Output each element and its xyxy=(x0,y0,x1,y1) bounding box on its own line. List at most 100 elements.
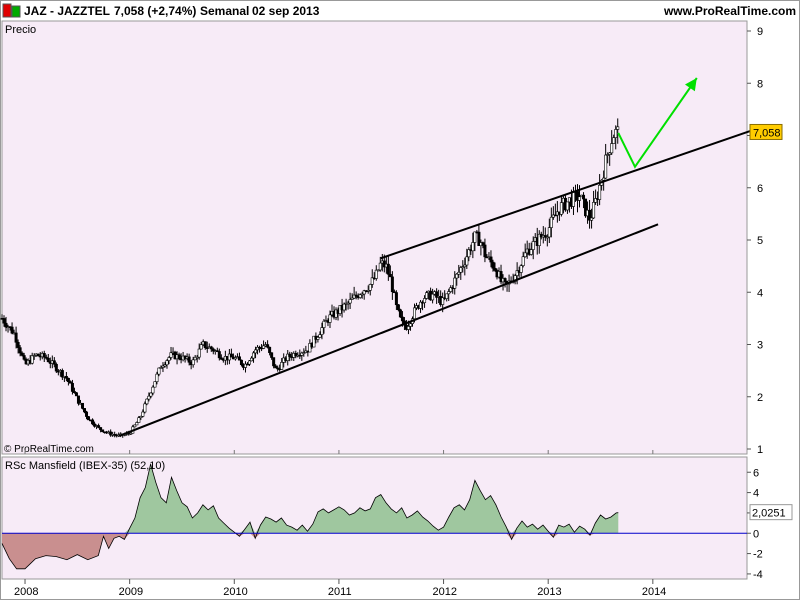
candle-body xyxy=(435,291,439,298)
projection-arrowhead xyxy=(684,78,697,92)
header-bar: JAZ - JAZZTEL 7,058 (+2,74%) Semanal 02 … xyxy=(2,3,796,18)
candle-body xyxy=(463,264,467,268)
candle-body xyxy=(205,347,209,349)
rs-negative-fill xyxy=(2,533,619,569)
candle-body xyxy=(193,356,197,361)
candle-body xyxy=(294,353,298,357)
candle-body xyxy=(195,356,199,359)
candle-body xyxy=(588,209,592,221)
candle-body xyxy=(491,261,495,269)
candle-body xyxy=(523,252,527,258)
candle-body xyxy=(493,267,497,271)
candle-body xyxy=(362,290,366,295)
candle-body xyxy=(101,429,105,433)
candle-body xyxy=(408,323,412,327)
candle-body xyxy=(219,357,223,360)
candle-body xyxy=(608,152,612,155)
candle-body xyxy=(157,367,161,375)
price-y-tick-label: 9 xyxy=(757,26,763,38)
x-axis: 2008 2009 2010 2011 2012 2013 2014 xyxy=(14,450,666,598)
candle-body xyxy=(288,353,292,357)
candle-body xyxy=(161,365,165,368)
x-tick-label: 2014 xyxy=(642,586,666,598)
candle-body xyxy=(18,347,22,354)
rs-y-tick-label: 4 xyxy=(753,488,759,500)
candle-body xyxy=(30,355,34,364)
candle-body xyxy=(64,376,68,379)
candle-body xyxy=(571,191,575,207)
x-tick-label: 2009 xyxy=(119,586,143,598)
candle-body xyxy=(598,184,602,200)
candle-body xyxy=(515,270,519,276)
candle-body xyxy=(248,360,252,365)
last-rs-box xyxy=(749,504,793,521)
candle-body xyxy=(378,262,382,271)
candle-body xyxy=(449,287,453,292)
candle-body xyxy=(328,314,332,323)
candle-body xyxy=(425,292,429,299)
candle-body xyxy=(54,363,58,372)
symbol-title: JAZ - JAZZTEL xyxy=(24,4,110,18)
candle-body xyxy=(74,392,78,397)
candle-body xyxy=(453,277,457,289)
symbol-green-icon xyxy=(11,5,21,18)
candle-body xyxy=(70,382,74,392)
candle-body xyxy=(83,408,87,413)
candle-body xyxy=(455,273,459,279)
candle-body xyxy=(445,293,449,299)
candle-body xyxy=(316,337,320,340)
site-link[interactable]: www.ProRealTime.com xyxy=(663,4,796,18)
candle-body xyxy=(578,196,582,201)
candle-body xyxy=(565,201,569,211)
candle-body xyxy=(262,345,266,349)
candle-body xyxy=(46,357,50,363)
candle-body xyxy=(602,177,606,181)
candle-body xyxy=(36,353,40,357)
candle-body xyxy=(431,293,435,301)
candle-body xyxy=(109,431,113,436)
candle-body xyxy=(483,244,487,258)
candle-body xyxy=(169,352,173,358)
candle-body xyxy=(233,357,237,360)
candle-body xyxy=(549,216,553,228)
candle-body xyxy=(266,344,270,348)
candle-body xyxy=(14,332,18,343)
candle-body xyxy=(519,265,523,273)
price-y-tick-label: 5 xyxy=(757,235,763,247)
candle-body xyxy=(360,293,364,296)
candle-body xyxy=(545,236,549,239)
candle-body xyxy=(16,341,20,348)
candle-body xyxy=(459,267,463,273)
candle-body xyxy=(370,277,374,285)
candle-body xyxy=(177,354,181,359)
candle-body xyxy=(165,360,169,366)
last-price-label: 7,058 xyxy=(753,127,781,139)
candle-body xyxy=(592,202,596,219)
candle-body xyxy=(151,386,155,394)
rs-positive-fill xyxy=(2,464,619,534)
rs-y-tick-label: -4 xyxy=(753,569,763,581)
candle-body xyxy=(447,291,451,295)
candle-body xyxy=(537,233,541,246)
candle-body xyxy=(604,154,608,179)
price-panel-title: Precio xyxy=(5,24,36,36)
candle-body xyxy=(398,309,402,318)
last-price-marker: 7,058 xyxy=(749,123,783,140)
candle-body xyxy=(209,346,213,350)
candle-body xyxy=(245,363,249,366)
candle-body xyxy=(135,422,139,426)
candle-body xyxy=(368,284,372,291)
candle-body xyxy=(358,294,362,298)
candle-body xyxy=(4,322,8,328)
candle-body xyxy=(167,357,171,361)
candle-body xyxy=(465,256,469,266)
trend-line-upper xyxy=(380,129,753,260)
candle-body xyxy=(467,249,471,258)
candle-body xyxy=(376,269,380,272)
candle-body xyxy=(229,353,233,358)
candle-body xyxy=(99,427,103,431)
candle-body xyxy=(137,417,141,423)
candle-body xyxy=(529,249,533,255)
candle-body xyxy=(155,373,159,382)
candle-body xyxy=(499,271,503,283)
